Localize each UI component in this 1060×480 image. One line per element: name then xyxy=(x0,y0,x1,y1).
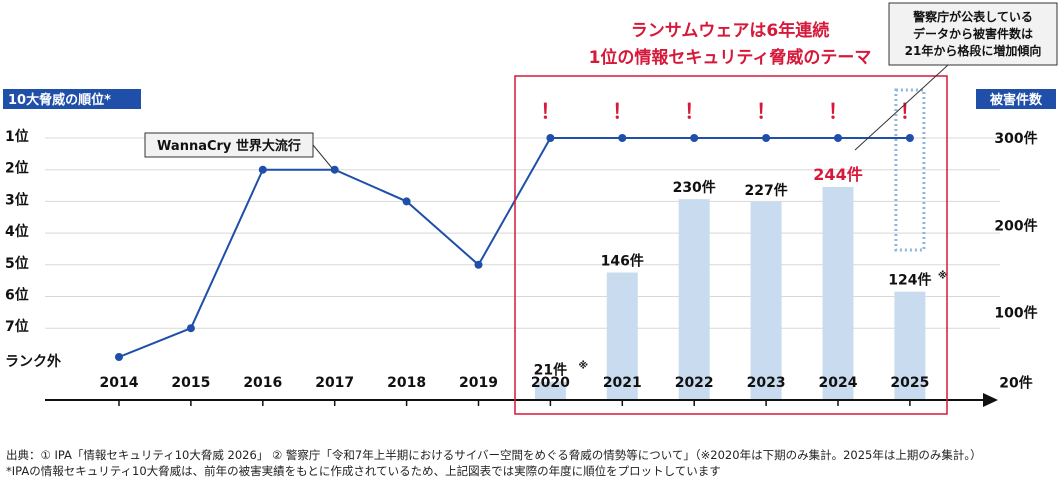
x-axis-arrow xyxy=(983,393,998,407)
bar-2024 xyxy=(822,186,854,400)
rank-point-2016 xyxy=(258,165,267,174)
callouts: ！ ！ ！ ！ ！ ！ WannaCry 世界大流行 ランサムウェアは6年連続 1位の情報セキュ… xyxy=(144,2,1058,415)
rank-label-3: 3位 xyxy=(5,191,29,208)
ransomware-frame xyxy=(514,75,948,415)
rank-label-8: ランク外 xyxy=(5,353,61,370)
rank-label-6: 6位 xyxy=(5,287,29,304)
x-label-2021: 2021 xyxy=(603,375,642,391)
right-tick-200: 200件 xyxy=(994,217,1037,234)
rank-label-4: 4位 xyxy=(5,223,29,240)
rank-point-2018 xyxy=(402,197,411,206)
right-axis-title: 被害件数 xyxy=(976,89,1056,109)
callout-police-line-2: データから被害件数は xyxy=(913,26,1033,41)
x-label-2025: 2025 xyxy=(890,375,929,391)
bar-2025 xyxy=(894,291,926,400)
rank-point-2021 xyxy=(618,134,627,142)
rank-point-2022 xyxy=(690,134,699,142)
rank-label-1: 1位 xyxy=(5,128,29,145)
bar-2023 xyxy=(750,201,782,400)
exclamation-2022: ！ xyxy=(684,99,704,123)
gridlines xyxy=(45,137,1000,329)
x-label-2017: 2017 xyxy=(315,375,354,391)
data-label-2022: 230件 xyxy=(673,179,716,196)
callout-wannacry-text: WannaCry 世界大流行 xyxy=(157,138,301,154)
exclamation-2020: ！ xyxy=(540,99,560,123)
callout-police-line-3: 21年から格段に増加傾向 xyxy=(905,43,1042,58)
x-label-2020: 2020 xyxy=(531,375,570,391)
right-axis-title-text: 被害件数 xyxy=(989,92,1043,108)
rank-point-2023 xyxy=(762,134,771,142)
right-tick-100: 100件 xyxy=(994,305,1037,322)
right-axis-title-bg xyxy=(976,89,1056,109)
exclamation-2021: ！ xyxy=(612,99,632,123)
callout-police-line-1: 警察庁が公表している xyxy=(912,9,1033,24)
rank-point-2019 xyxy=(474,260,483,269)
rank-point-2025 xyxy=(905,134,914,142)
data-label-2021: 146件 xyxy=(601,252,644,269)
callout-wannacry: WannaCry 世界大流行 xyxy=(144,132,333,169)
data-label-2020: 21件 xyxy=(534,362,567,379)
x-label-2015: 2015 xyxy=(171,375,210,391)
callout-police-leader xyxy=(854,64,949,151)
right-tick-20: 20件 xyxy=(999,375,1032,392)
exclamation-2023: ！ xyxy=(756,99,776,123)
x-label-2018: 2018 xyxy=(387,375,426,391)
source-note: 出典：① IPA「情報セキュリティ10大脅威 2026」 ② 警察庁「令和7年上… xyxy=(6,448,982,462)
data-label-2025: 124件 xyxy=(888,272,931,289)
damage-bars xyxy=(534,88,926,400)
bar-2020 xyxy=(534,381,566,400)
x-axis xyxy=(45,393,998,407)
callout-police-box xyxy=(888,2,1058,66)
rank-label-5: 5位 xyxy=(5,255,29,272)
exclamation-2025: ！ xyxy=(900,99,920,123)
exclamation-2024: ！ xyxy=(828,99,848,123)
x-label-2016: 2016 xyxy=(243,375,282,391)
data-note-2025: ※ xyxy=(938,270,948,282)
callout-wannacry-box xyxy=(144,132,314,158)
rank-point-2020 xyxy=(546,134,555,142)
headline-line-2: 1位の情報セキュリティ脅威のテーマ xyxy=(589,47,872,68)
left-axis-title: 10大脅威の順位* xyxy=(3,89,141,109)
left-axis-title-text: 10大脅威の順位* xyxy=(8,92,111,108)
partial-year-highlight xyxy=(894,88,926,252)
data-note-2020: ※ xyxy=(578,360,588,372)
x-label-2014: 2014 xyxy=(100,375,139,391)
rank-label-7: 7位 xyxy=(5,318,29,335)
bar-2021 xyxy=(606,272,638,400)
rank-point-2014 xyxy=(115,353,123,361)
x-label-2022: 2022 xyxy=(675,375,714,391)
x-label-2024: 2024 xyxy=(819,375,858,391)
data-label-2024: 244件 xyxy=(813,165,862,184)
callout-wannacry-leader xyxy=(312,144,333,169)
rank-point-2017 xyxy=(330,165,339,174)
bar-2022 xyxy=(678,199,710,400)
x-label-2023: 2023 xyxy=(747,375,786,391)
left-axis-title-bg xyxy=(3,89,141,109)
rank-point-2024 xyxy=(834,134,842,142)
data-label-2023: 227件 xyxy=(744,182,787,199)
headline-line-1: ランサムウェアは6年連続 xyxy=(631,20,830,41)
rank-label-2: 2位 xyxy=(5,160,29,177)
rank-point-2015 xyxy=(186,324,195,333)
x-label-2019: 2019 xyxy=(459,375,498,391)
right-tick-300: 300件 xyxy=(994,130,1037,147)
footnote: *IPAの情報セキュリティ10大脅威は、前年の被害実績をもとに作成されているため… xyxy=(6,464,721,478)
